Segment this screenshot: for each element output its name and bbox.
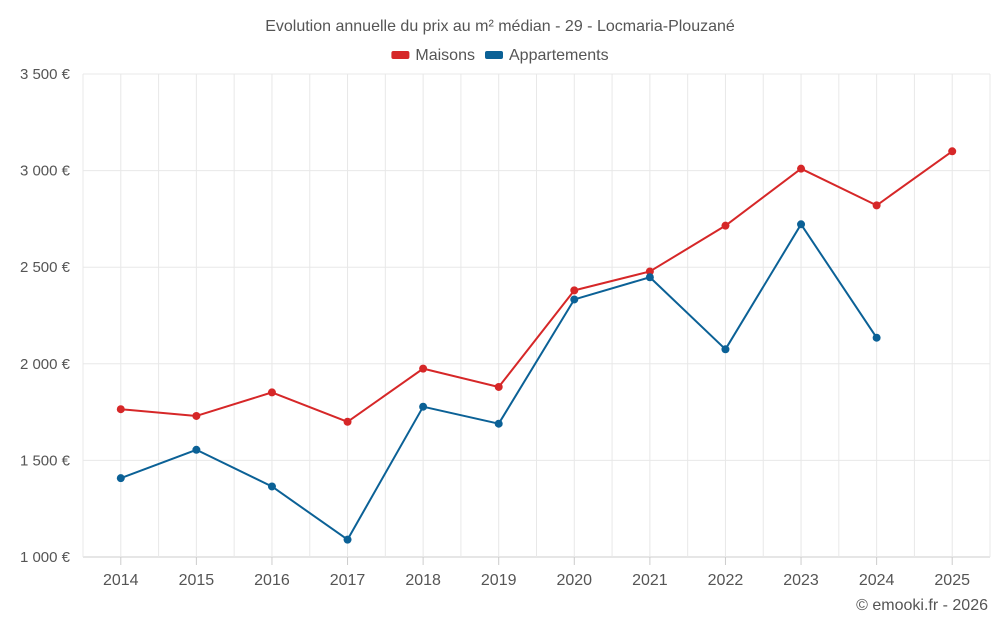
credit-text: © emooki.fr - 2026 (856, 597, 988, 614)
data-point (494, 419, 503, 428)
legend: Maisons Appartements (391, 47, 609, 64)
x-tick-label: 2016 (254, 572, 290, 589)
y-tick-label: 3 000 € (20, 163, 71, 180)
legend-items: Maisons Appartements (391, 47, 609, 64)
data-point (645, 267, 654, 276)
series-line (120, 150, 953, 423)
x-tick-label: 2022 (708, 572, 744, 589)
legend-label: Maisons (415, 47, 475, 64)
data-point (797, 220, 806, 229)
y-tick-label: 1 000 € (20, 549, 71, 566)
data-point (419, 402, 428, 411)
data-point (872, 333, 881, 342)
y-tick-label: 3 500 € (20, 66, 71, 83)
legend-item: Maisons (391, 47, 475, 64)
data-point (419, 364, 428, 373)
x-tick-label: 2015 (179, 572, 215, 589)
x-axis-ticks: 2014 2015 2016 2017 2018 2019 2020 2021 2022 2023… (103, 572, 970, 589)
data-point (645, 273, 654, 282)
legend-label: Appartements (509, 47, 609, 64)
chart-title: Evolution annuelle du prix au m² médian … (265, 18, 735, 35)
data-point (872, 201, 881, 210)
y-tick-label: 2 500 € (20, 259, 71, 276)
x-tick-label: 2018 (405, 572, 441, 589)
data-point (116, 405, 125, 414)
data-point (570, 295, 579, 304)
data-point (343, 417, 352, 426)
data-point (116, 474, 125, 483)
legend-swatch (391, 51, 410, 59)
data-point (721, 221, 730, 230)
data-point (797, 164, 806, 173)
data-point (267, 388, 276, 397)
data-point (192, 411, 201, 420)
grid (82, 73, 991, 565)
legend-item: Appartements (485, 47, 609, 64)
x-tick-label: 2014 (103, 572, 139, 589)
x-tick-label: 2021 (632, 572, 668, 589)
x-tick-label: 2020 (556, 572, 592, 589)
data-point (948, 147, 957, 156)
data-point (267, 482, 276, 491)
x-tick-label: 2017 (330, 572, 366, 589)
y-tick-label: 2 000 € (20, 356, 71, 373)
data-point (494, 382, 503, 391)
y-tick-label: 1 500 € (20, 452, 71, 469)
legend-swatch (485, 51, 503, 59)
x-tick-label: 2023 (783, 572, 819, 589)
series-appartements (116, 220, 881, 544)
y-axis-ticks: 1 000 € 1 500 € 2 000 € 2 500 € 3 000 € 3 500… (20, 66, 71, 566)
series-layer (116, 147, 957, 544)
x-tick-label: 2024 (859, 572, 895, 589)
series-maisons (116, 147, 957, 426)
x-tick-label: 2025 (934, 572, 970, 589)
data-point (192, 445, 201, 454)
data-point (570, 286, 579, 295)
x-tick-label: 2019 (481, 572, 517, 589)
data-point (721, 345, 730, 354)
data-point (343, 535, 352, 544)
